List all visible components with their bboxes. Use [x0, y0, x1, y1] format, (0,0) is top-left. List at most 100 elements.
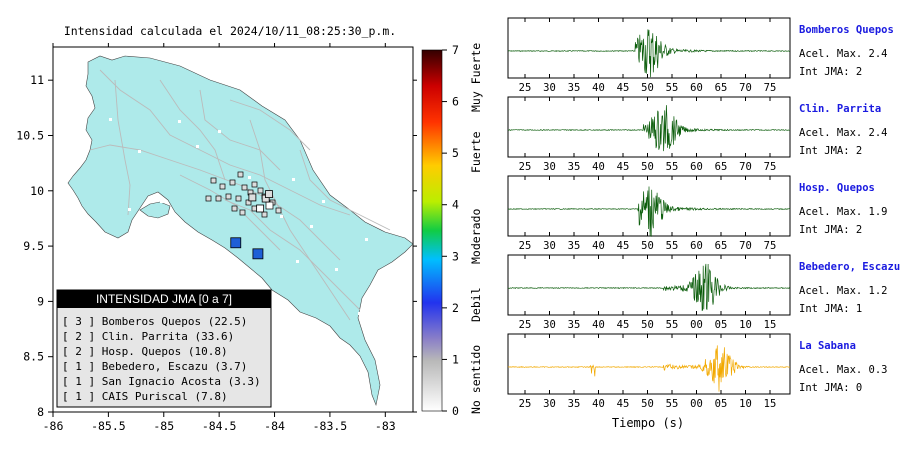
- waveform-tick-label: 00: [690, 398, 703, 410]
- colorbar-tick-label: 0: [452, 404, 459, 418]
- legend-item: [ 1 ] CAIS Puriscal (7.8): [62, 390, 228, 403]
- waveform-tick-label: 35: [568, 240, 581, 252]
- waveform-tick-label: 55: [666, 319, 679, 331]
- waveform-tick-label: 70: [739, 161, 752, 173]
- intensity-legend: INTENSIDAD JMA [0 a 7] [ 3 ] Bomberos Qu…: [56, 289, 272, 408]
- waveform-tick-label: 75: [764, 82, 777, 94]
- legend-item: [ 3 ] Bomberos Quepos (22.5): [62, 315, 247, 328]
- station-name: Clin. Parrita: [799, 103, 881, 115]
- station-name: Bebedero, Escazu: [799, 261, 900, 273]
- y-tick-label: 10: [30, 184, 44, 198]
- station-name: La Sabana: [799, 340, 856, 352]
- max-acceleration: Acel. Max. 1.2: [799, 285, 888, 297]
- x-tick-label: -85: [153, 419, 174, 433]
- waveform-tick-label: 55: [666, 161, 679, 173]
- x-tick-label: -83.5: [313, 419, 348, 433]
- time-axis-label: Tiempo (s): [612, 416, 684, 430]
- max-acceleration: Acel. Max. 2.4: [799, 127, 888, 139]
- map-title: Intensidad calculada el 2024/10/11_08:25…: [64, 24, 396, 38]
- waveform-trace: [507, 345, 791, 392]
- waveform-tick-label: 50: [641, 82, 654, 94]
- jma-intensity: Int JMA: 1: [799, 303, 862, 315]
- y-tick-label: 10.5: [16, 128, 44, 142]
- waveform-tick-label: 25: [519, 398, 532, 410]
- waveform-panels: 25 30 35 40 45 50 55 60 65 70 75 Bomberos Quepos Ace…: [507, 17, 900, 410]
- x-tick-label: -83: [375, 419, 396, 433]
- y-tick-label: 9.5: [23, 239, 44, 253]
- waveform-tick-label: 40: [592, 240, 605, 252]
- x-tick-label: -84.5: [202, 419, 237, 433]
- max-acceleration: Acel. Max. 0.3: [799, 364, 888, 376]
- max-acceleration: Acel. Max. 2.4: [799, 48, 888, 60]
- waveform-tick-label: 35: [568, 82, 581, 94]
- colorbar-label-muy-fuerte: Muy Fuerte: [469, 43, 483, 112]
- waveform-trace: [507, 263, 791, 311]
- colorbar-tick-label: 3: [452, 249, 459, 263]
- station-marker: [252, 248, 264, 260]
- x-tick-label: -86: [43, 419, 64, 433]
- waveform-tick-label: 25: [519, 319, 532, 331]
- waveform-tick-label: 70: [739, 240, 752, 252]
- waveform-frame: [507, 333, 791, 395]
- waveform-tick-label: 45: [617, 240, 630, 252]
- station-marker: [256, 204, 265, 213]
- jma-intensity: Int JMA: 2: [799, 145, 862, 157]
- colorbar-tick-label: 1: [452, 352, 459, 366]
- station-name: Hosp. Quepos: [799, 182, 875, 194]
- waveform-tick-label: 25: [519, 161, 532, 173]
- waveform-tick-label: 10: [739, 398, 752, 410]
- legend-item: [ 1 ] Bebedero, Escazu (3.7): [62, 360, 247, 373]
- station-marker: [265, 190, 273, 199]
- waveform-trace: [508, 29, 791, 78]
- waveform-tick-label: 40: [592, 398, 605, 410]
- colorbar-label-moderado: Moderado: [469, 209, 483, 264]
- colorbar-label-debil: Debil: [469, 287, 483, 322]
- colorbar-tick-label: 5: [452, 146, 459, 160]
- waveform-tick-label: 30: [543, 82, 556, 94]
- y-tick-label: 8.5: [23, 350, 44, 364]
- waveform-tick-label: 55: [666, 398, 679, 410]
- waveform-tick-label: 65: [715, 82, 728, 94]
- colorbar-tick-label: 2: [452, 301, 459, 315]
- intensity-colorbar: [421, 49, 443, 412]
- waveform-tick-label: 65: [715, 161, 728, 173]
- waveform-frame: [507, 254, 791, 316]
- waveform-tick-label: 55: [666, 82, 679, 94]
- waveform-panel: 25 30 35 40 45 50 55 00 05 10 15 Bebedero, Escazu Ac…: [507, 254, 900, 331]
- waveform-tick-label: 50: [641, 240, 654, 252]
- y-tick-label: 9: [37, 294, 44, 308]
- waveform-tick-label: 50: [641, 319, 654, 331]
- waveform-tick-label: 05: [715, 319, 728, 331]
- waveform-panel: 25 30 35 40 45 50 55 00 05 10 15 La Sabana Acel. Max…: [507, 333, 888, 410]
- station-markers: [230, 190, 273, 260]
- waveform-tick-label: 50: [641, 398, 654, 410]
- waveform-tick-label: 45: [617, 82, 630, 94]
- waveform-tick-label: 40: [592, 82, 605, 94]
- waveform-tick-label: 75: [764, 161, 777, 173]
- waveform-tick-label: 30: [543, 319, 556, 331]
- legend-item: [ 2 ] Hosp. Quepos (10.8): [62, 345, 228, 358]
- waveform-tick-label: 35: [568, 161, 581, 173]
- map-y-axis: 11 10.5 10 9.5 9 8.5 8: [16, 73, 417, 419]
- colorbar-ticks: 0 1 2 3 4 5 6 7: [442, 43, 459, 418]
- waveform-tick-label: 75: [764, 240, 777, 252]
- waveform-tick-label: 30: [543, 398, 556, 410]
- legend-title: INTENSIDAD JMA [0 a 7]: [96, 292, 232, 306]
- waveform-tick-label: 15: [764, 319, 777, 331]
- station-marker: [230, 237, 242, 249]
- waveform-panel: 25 30 35 40 45 50 55 60 65 70 75 Clin. Parrita Acel.…: [507, 96, 888, 173]
- waveform-tick-label: 05: [715, 398, 728, 410]
- waveform-tick-label: 45: [617, 161, 630, 173]
- waveform-tick-label: 30: [543, 240, 556, 252]
- colorbar-label-no-sentido: No sentido: [469, 345, 483, 414]
- waveform-tick-label: 60: [690, 161, 703, 173]
- waveform-tick-label: 45: [617, 319, 630, 331]
- colorbar-labels: No sentido Debil Moderado Fuerte Muy Fue…: [469, 43, 483, 414]
- waveform-tick-label: 45: [617, 398, 630, 410]
- waveform-panel: 25 30 35 40 45 50 55 60 65 70 75 Bomberos Quepos Ace…: [507, 17, 894, 94]
- nicoya-peninsula: [139, 201, 171, 219]
- waveform-tick-label: 35: [568, 319, 581, 331]
- waveform-tick-label: 30: [543, 161, 556, 173]
- waveform-tick-label: 40: [592, 319, 605, 331]
